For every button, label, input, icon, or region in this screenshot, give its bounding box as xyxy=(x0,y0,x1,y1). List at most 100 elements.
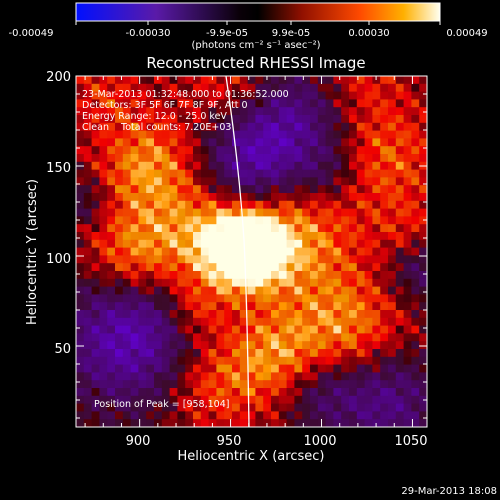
image-pixel xyxy=(107,208,116,217)
image-pixel xyxy=(107,232,116,241)
image-pixel xyxy=(76,294,85,303)
image-pixel xyxy=(200,325,209,334)
image-pixel xyxy=(107,349,116,358)
image-pixel xyxy=(403,411,412,420)
image-pixel xyxy=(356,208,365,217)
image-pixel xyxy=(232,161,241,170)
image-pixel xyxy=(395,185,404,194)
image-pixel xyxy=(372,200,381,209)
image-pixel xyxy=(91,154,100,163)
image-pixel xyxy=(278,208,287,217)
image-pixel xyxy=(317,138,326,147)
image-pixel xyxy=(294,216,303,225)
image-pixel xyxy=(99,263,108,272)
image-pixel xyxy=(216,411,225,420)
image-pixel xyxy=(411,317,420,326)
image-pixel xyxy=(263,247,272,256)
plot-annotations: 23-Mar-2013 01:32:48.000 to 01:36:52.000… xyxy=(82,89,289,410)
image-pixel xyxy=(395,130,404,139)
image-pixel xyxy=(333,122,342,131)
image-pixel xyxy=(333,294,342,303)
image-pixel xyxy=(193,302,202,311)
image-pixel xyxy=(364,107,373,116)
image-pixel xyxy=(411,146,420,155)
image-pixel xyxy=(341,169,350,178)
image-pixel xyxy=(161,341,170,350)
image-pixel xyxy=(255,341,264,350)
image-pixel xyxy=(232,239,241,248)
image-pixel xyxy=(216,333,225,342)
image-pixel xyxy=(325,317,334,326)
image-pixel xyxy=(76,419,85,427)
image-pixel xyxy=(216,239,225,248)
image-pixel xyxy=(224,388,233,397)
image-pixel xyxy=(76,302,85,311)
image-pixel xyxy=(271,239,280,248)
image-pixel xyxy=(99,91,108,100)
image-pixel xyxy=(325,99,334,108)
image-pixel xyxy=(107,395,116,404)
image-pixel xyxy=(403,372,412,381)
image-pixel xyxy=(239,349,248,358)
image-pixel xyxy=(91,239,100,248)
image-pixel xyxy=(388,372,397,381)
image-pixel xyxy=(208,193,217,202)
image-pixel xyxy=(154,138,163,147)
image-pixel xyxy=(380,403,389,412)
image-pixel xyxy=(161,232,170,241)
image-pixel xyxy=(333,278,342,287)
image-pixel xyxy=(286,310,295,319)
image-pixel xyxy=(76,99,85,108)
image-pixel xyxy=(76,411,85,420)
image-pixel xyxy=(239,310,248,319)
image-pixel xyxy=(349,161,358,170)
image-pixel xyxy=(419,411,427,420)
image-pixel xyxy=(122,349,131,358)
image-pixel xyxy=(349,76,358,85)
image-pixel xyxy=(325,239,334,248)
image-pixel xyxy=(154,177,163,186)
image-pixel xyxy=(122,380,131,389)
image-pixel xyxy=(177,138,186,147)
image-pixel xyxy=(76,115,85,124)
image-pixel xyxy=(388,216,397,225)
image-pixel xyxy=(349,193,358,202)
image-pixel xyxy=(294,411,303,420)
image-pixel xyxy=(278,395,287,404)
image-pixel xyxy=(122,278,131,287)
image-pixel xyxy=(271,177,280,186)
image-pixel xyxy=(302,278,311,287)
image-pixel xyxy=(294,177,303,186)
image-pixel xyxy=(177,91,186,100)
image-pixel xyxy=(83,239,92,248)
image-pixel xyxy=(208,122,217,131)
image-pixel xyxy=(403,239,412,248)
image-pixel xyxy=(364,333,373,342)
image-pixel xyxy=(200,419,209,427)
image-pixel xyxy=(208,91,217,100)
image-pixel xyxy=(255,325,264,334)
image-pixel xyxy=(271,271,280,280)
image-pixel xyxy=(356,310,365,319)
image-pixel xyxy=(255,302,264,311)
image-pixel xyxy=(177,395,186,404)
image-pixel xyxy=(341,122,350,131)
image-pixel xyxy=(263,388,272,397)
image-pixel xyxy=(177,411,186,420)
image-pixel xyxy=(278,302,287,311)
image-pixel xyxy=(278,239,287,248)
image-pixel xyxy=(271,333,280,342)
image-pixel xyxy=(154,130,163,139)
image-pixel xyxy=(419,130,427,139)
image-pixel xyxy=(138,107,147,116)
image-pixel xyxy=(177,372,186,381)
image-pixel xyxy=(177,263,186,272)
image-pixel xyxy=(356,224,365,233)
image-pixel xyxy=(91,122,100,131)
image-pixel xyxy=(99,239,108,248)
image-pixel xyxy=(310,286,319,295)
image-pixel xyxy=(302,224,311,233)
image-pixel xyxy=(232,255,241,264)
image-pixel xyxy=(76,325,85,334)
image-pixel xyxy=(161,294,170,303)
